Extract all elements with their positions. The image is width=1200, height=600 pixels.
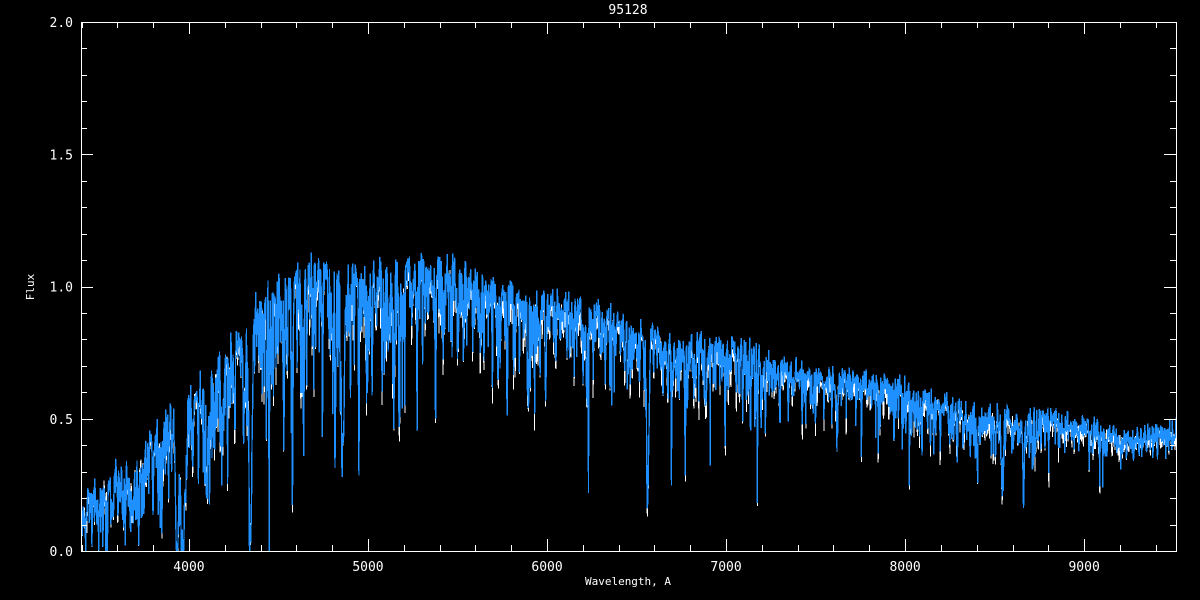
y-tick-label: 1.0: [50, 281, 73, 296]
plot-title: 95128: [608, 3, 647, 18]
y-axis-label: Flux: [24, 273, 37, 300]
tick-label-layer: 4000 5000 6000 7000 8000 9000 0.0 0.5 1.0 1.5 2.0: [50, 16, 1100, 575]
spectrum-observed-trace: [81, 252, 1176, 551]
x-tick-label: 4000: [173, 560, 204, 575]
y-tick-label: 0.5: [50, 413, 73, 428]
y-tick-label: 2.0: [50, 16, 73, 31]
y-tick-label: 1.5: [50, 148, 73, 163]
plot-axes-frame: [81, 22, 1177, 552]
x-axis-label: Wavelength, A: [585, 575, 671, 588]
y-tick-label: 0.0: [50, 545, 73, 560]
x-tick-label: 8000: [889, 560, 920, 575]
x-tick-label: 5000: [352, 560, 383, 575]
spectrum-data-layer: [81, 252, 1176, 551]
x-tick-label: 6000: [531, 560, 562, 575]
x-tick-label: 9000: [1068, 560, 1099, 575]
x-tick-label: 7000: [710, 560, 741, 575]
